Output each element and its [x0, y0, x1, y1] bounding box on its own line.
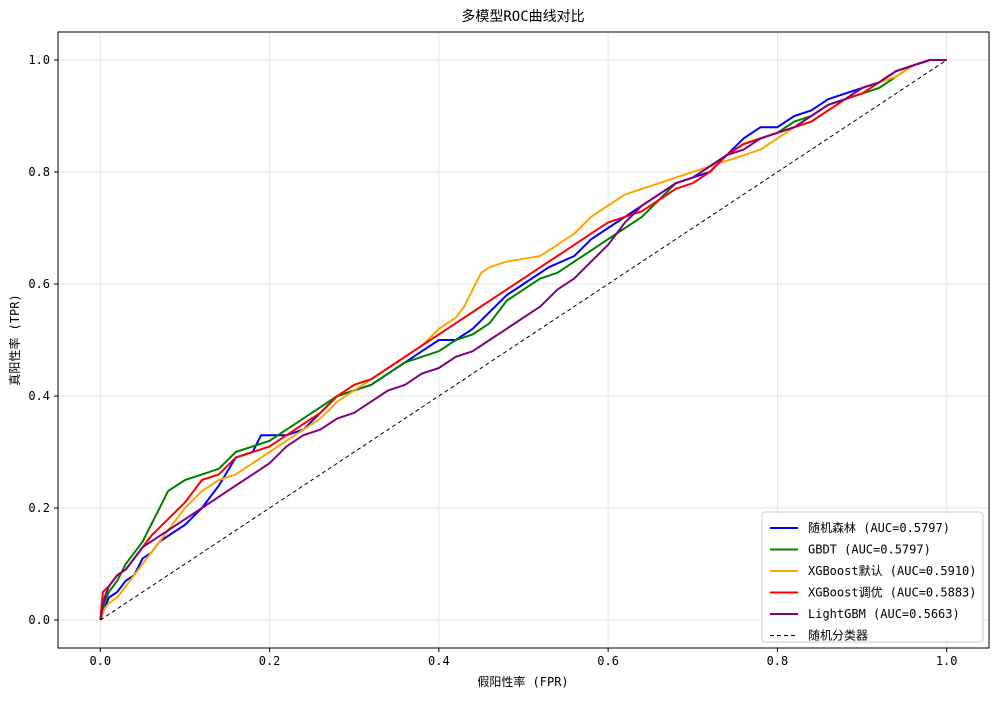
legend-label: 随机分类器: [808, 628, 868, 643]
x-tick-label: 0.8: [767, 654, 789, 668]
x-tick-label: 0.6: [597, 654, 619, 668]
series-line-0: [99, 59, 947, 621]
legend-frame: [761, 511, 984, 643]
legend-label: LightGBM (AUC=0.5663): [808, 607, 960, 621]
x-tick-label: 0.0: [89, 654, 111, 668]
legend-label: XGBoost调优 (AUC=0.5883): [808, 586, 977, 600]
legend: 随机森林 (AUC=0.5797) GBDT (AUC=0.5797) XGBoos…: [761, 511, 984, 643]
series-line-2: [99, 59, 947, 621]
legend-label: 随机森林 (AUC=0.5797): [808, 520, 950, 535]
chart-title: 多模型ROC曲线对比: [461, 8, 584, 25]
y-tick-label: 0.0: [28, 613, 50, 627]
axis-ticks: 0.0 0.2 0.4 0.6 0.8 1.0 0.0 0.2 0.4 0.6 0.8 1.0: [28, 53, 957, 668]
y-tick-label: 0.6: [28, 277, 50, 291]
y-tick-label: 0.8: [28, 165, 50, 179]
grid: [58, 32, 989, 648]
series-line-5: [100, 59, 947, 621]
plot-area-frame: [57, 31, 990, 649]
y-tick-label: 0.2: [28, 501, 50, 515]
x-tick-label: 0.2: [259, 654, 281, 668]
series-line-1: [99, 59, 947, 621]
x-axis-title: 假阳性率 (FPR): [477, 674, 568, 689]
series-lines: [99, 59, 947, 621]
x-tick-label: 0.4: [428, 654, 450, 668]
legend-label: XGBoost默认 (AUC=0.5910): [808, 563, 977, 578]
x-tick-label: 1.0: [936, 654, 958, 668]
y-axis-title: 真阳性率 (TPR): [7, 294, 22, 385]
y-tick-label: 0.4: [28, 389, 50, 403]
legend-label: GBDT (AUC=0.5797): [808, 543, 931, 557]
y-tick-label: 1.0: [28, 53, 50, 67]
series-line-4: [99, 59, 947, 621]
